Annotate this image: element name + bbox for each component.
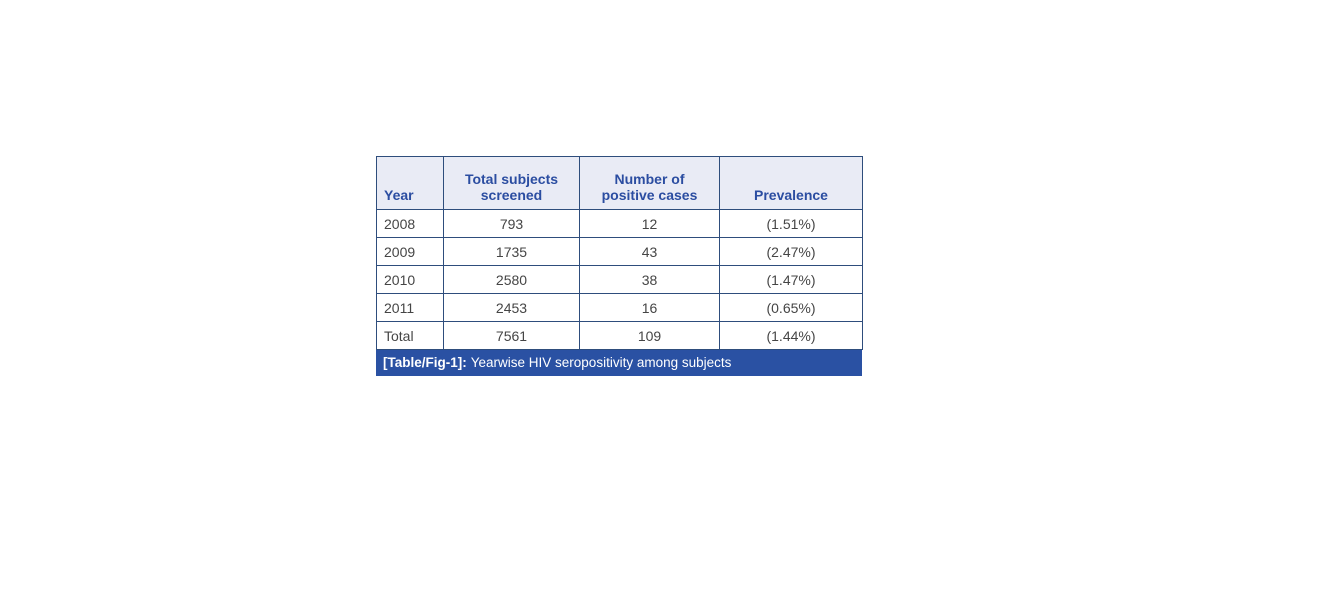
cell-positive: 16 [579,293,720,322]
cell-screened: 1735 [443,237,580,266]
table-row: 2008 793 12 (1.51%) [376,209,863,238]
cell-screened: 2453 [443,293,580,322]
table-caption: [Table/Fig-1]: Yearwise HIV seropositivit… [376,350,862,376]
caption-text: Yearwise HIV seropositivity among subjec… [470,355,732,370]
table-row-total: Total 7561 109 (1.44%) [376,321,863,350]
cell-year: 2010 [376,265,444,294]
cell-year: 2011 [376,293,444,322]
table-row: 2009 1735 43 (2.47%) [376,237,863,266]
table-row: 2011 2453 16 (0.65%) [376,293,863,322]
header-row: Year Total subjects screened Number of p… [376,156,863,210]
cell-screened: 2580 [443,265,580,294]
cell-prevalence: (2.47%) [719,237,863,266]
header-positive-cases: Number of positive cases [579,156,720,210]
header-total-screened: Total subjects screened [443,156,580,210]
cell-year: 2008 [376,209,444,238]
cell-prevalence: (0.65%) [719,293,863,322]
cell-positive: 38 [579,265,720,294]
header-year: Year [376,156,444,210]
cell-positive: 109 [579,321,720,350]
cell-year: 2009 [376,237,444,266]
table-figure: Year Total subjects screened Number of p… [376,156,863,376]
cell-year: Total [376,321,444,350]
cell-screened: 7561 [443,321,580,350]
cell-prevalence: (1.47%) [719,265,863,294]
cell-prevalence: (1.44%) [719,321,863,350]
cell-screened: 793 [443,209,580,238]
cell-positive: 43 [579,237,720,266]
caption-label: [Table/Fig-1]: [383,355,467,370]
data-table: Year Total subjects screened Number of p… [376,156,863,350]
cell-positive: 12 [579,209,720,238]
cell-prevalence: (1.51%) [719,209,863,238]
table-row: 2010 2580 38 (1.47%) [376,265,863,294]
header-prevalence: Prevalence [719,156,863,210]
